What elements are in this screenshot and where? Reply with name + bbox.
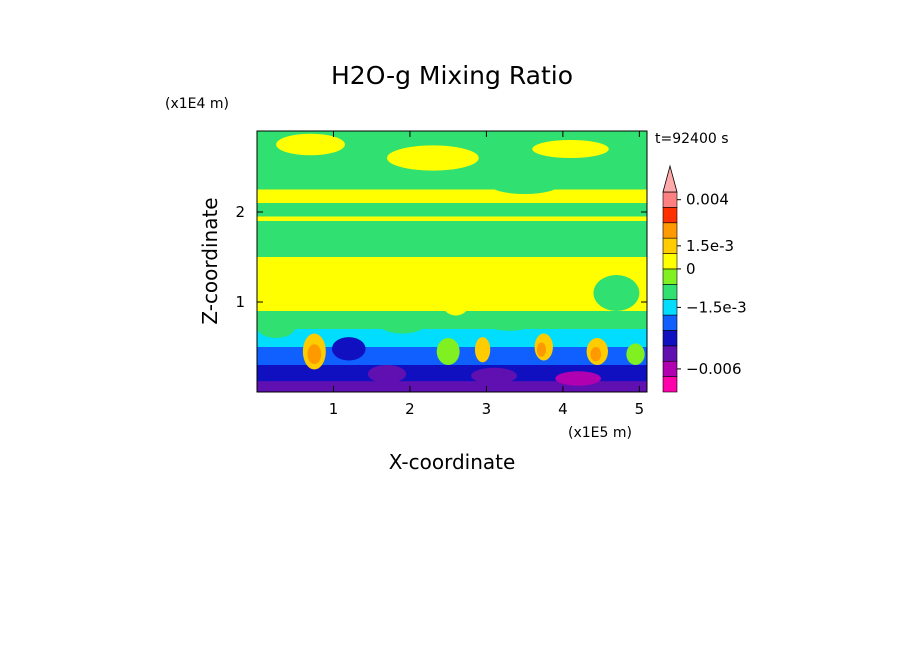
- chart-title: H2O-g Mixing Ratio: [331, 61, 573, 90]
- contour-blob: [325, 257, 372, 302]
- contour-blob: [257, 228, 307, 250]
- contour-blob: [555, 371, 602, 386]
- colorbar-segment: [662, 330, 678, 347]
- x-unit-label: (x1E5 m): [568, 425, 632, 441]
- contour-field: [257, 131, 647, 392]
- colorbar-label: 1.5e-3: [686, 237, 734, 255]
- axis-ticks: 1 2 3 4 5 1 2: [235, 131, 647, 418]
- contour-blob: [536, 342, 547, 357]
- colorbar-segment: [662, 268, 678, 285]
- x-tick-label: 3: [482, 400, 492, 418]
- colorbar-segment: [662, 253, 678, 270]
- colorbar-label: −1.5e-3: [686, 298, 747, 316]
- contour-blob: [367, 365, 407, 383]
- contour-blob: [379, 315, 426, 334]
- colorbar-segment: [662, 207, 678, 224]
- y-unit-label: (x1E4 m): [165, 96, 229, 112]
- contour-blob: [352, 173, 407, 188]
- colorbar-label: 0.004: [686, 191, 729, 209]
- contour-blob: [257, 316, 296, 339]
- contour-blob: [532, 140, 609, 158]
- colorbar-segment: [662, 314, 678, 331]
- contour-blob: [436, 338, 460, 365]
- plot-frame: [256, 130, 648, 393]
- colorbar-segment: [662, 360, 678, 377]
- colorbar-arrow: [662, 164, 678, 193]
- y-tick-label: 2: [235, 203, 245, 221]
- colorbar-segment: [662, 376, 678, 393]
- x-axis-label: X-coordinate: [389, 450, 516, 474]
- contour-blob: [331, 337, 366, 361]
- colorbar-segment: [662, 299, 678, 316]
- colorbar-segment: [662, 222, 678, 239]
- contour-blob: [482, 312, 537, 331]
- colorbar-segment: [662, 284, 678, 300]
- contour-blob: [471, 367, 517, 384]
- colorbar-label: −0.006: [686, 360, 742, 378]
- y-tick-label: 1: [235, 293, 245, 311]
- contour-blob: [387, 145, 479, 171]
- contour-blob: [490, 176, 560, 194]
- x-tick-label: 1: [329, 400, 339, 418]
- x-tick-label: 5: [635, 400, 645, 418]
- contour-band: [257, 381, 647, 392]
- time-label: t=92400 s: [655, 131, 729, 147]
- contour-blob: [436, 261, 475, 316]
- contour-blob: [528, 261, 582, 307]
- colorbar-segment: [662, 345, 678, 362]
- x-tick-label: 4: [558, 400, 568, 418]
- x-tick-label: 2: [405, 400, 415, 418]
- contour-blob: [474, 337, 491, 363]
- colorbar-segment: [662, 191, 678, 208]
- colorbar-segment: [662, 237, 678, 254]
- contour-blob: [593, 275, 640, 311]
- contour-blob: [590, 347, 602, 362]
- contour-blob: [307, 344, 322, 365]
- colorbar-label: 0: [686, 260, 696, 278]
- y-axis-label: Z-coordinate: [198, 197, 222, 324]
- colorbar: 0.004 1.5e-3 0 −1.5e-3 −0.006: [662, 164, 747, 393]
- contour-blob: [276, 133, 345, 156]
- contour-blob: [626, 343, 645, 366]
